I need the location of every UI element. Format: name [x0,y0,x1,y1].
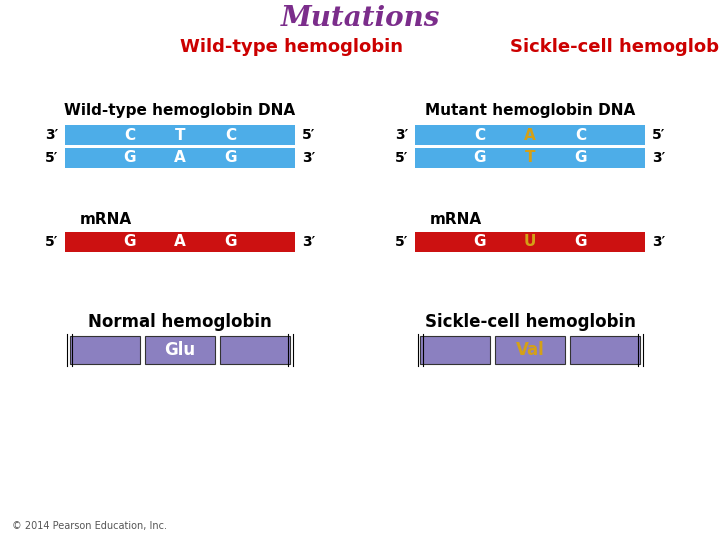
Text: Mutant hemoglobin DNA: Mutant hemoglobin DNA [425,103,635,118]
Bar [415,125,645,145]
Text: Sickle-cell hemoglobin: Sickle-cell hemoglobin [425,313,636,331]
Text: 5′: 5′ [395,235,408,249]
Text: Sickle-cell hemoglobin: Sickle-cell hemoglobin [510,38,720,56]
Text: 3′: 3′ [652,235,665,249]
Text: Wild-type hemoglobin DNA: Wild-type hemoglobin DNA [64,103,296,118]
Text: 5′: 5′ [395,151,408,165]
Bar [415,148,645,168]
Bar [220,336,290,364]
Bar [415,232,645,252]
Text: mRNA: mRNA [80,213,132,227]
Bar [420,336,490,364]
Bar [70,336,140,364]
Text: 3′: 3′ [302,235,315,249]
Text: C: C [575,127,586,143]
Text: 3′: 3′ [652,151,665,165]
Text: mRNA: mRNA [430,213,482,227]
Text: 5′: 5′ [45,151,58,165]
Text: A: A [174,151,186,165]
Text: G: G [473,234,486,249]
Bar [65,232,295,252]
Text: T: T [175,127,185,143]
Text: T: T [525,151,535,165]
Text: 5′: 5′ [652,128,665,142]
Text: G: G [473,151,486,165]
Text: 3′: 3′ [395,128,408,142]
Text: G: G [123,234,135,249]
Bar [570,336,640,364]
Text: U: U [524,234,536,249]
Text: Mutations: Mutations [280,4,440,31]
Text: G: G [225,234,237,249]
Text: G: G [575,234,587,249]
Text: 5′: 5′ [302,128,315,142]
Text: G: G [225,151,237,165]
Text: C: C [474,127,485,143]
Text: 3′: 3′ [45,128,58,142]
Text: A: A [524,127,536,143]
Text: 5′: 5′ [45,235,58,249]
Text: © 2014 Pearson Education, Inc.: © 2014 Pearson Education, Inc. [12,521,167,531]
Text: Normal hemoglobin: Normal hemoglobin [88,313,272,331]
Text: A: A [174,234,186,249]
Bar [495,336,565,364]
Text: G: G [575,151,587,165]
Bar [145,336,215,364]
Bar [65,125,295,145]
Text: 3′: 3′ [302,151,315,165]
Bar [65,148,295,168]
Text: C: C [124,127,135,143]
Text: Wild-type hemoglobin: Wild-type hemoglobin [180,38,403,56]
Text: C: C [225,127,236,143]
Text: Glu: Glu [164,341,196,359]
Text: Val: Val [516,341,544,359]
Text: G: G [123,151,135,165]
